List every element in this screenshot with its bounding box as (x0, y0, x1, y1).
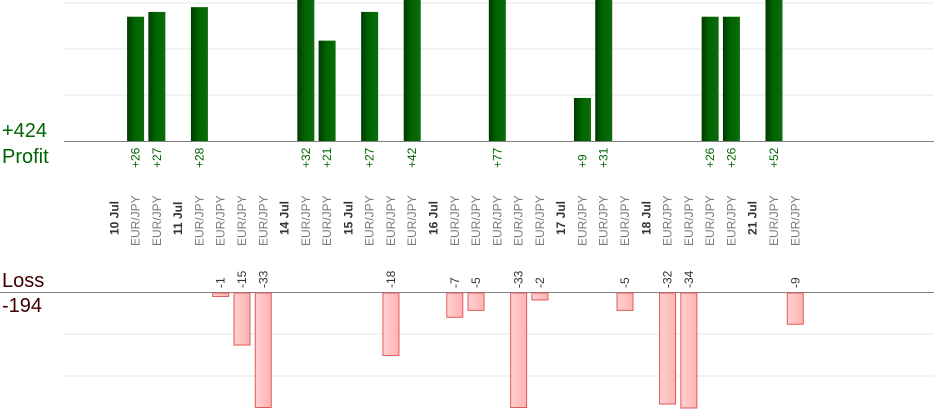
day-label: 10 Jul (107, 201, 121, 235)
loss-bar (446, 292, 464, 318)
profit-bar (403, 0, 421, 141)
profit-value-label: +28 (192, 147, 206, 168)
pair-label: EUR/JPY (235, 195, 249, 246)
loss-bar (382, 292, 400, 356)
profit-value-label: +27 (363, 147, 377, 168)
loss-value-label: -34 (682, 270, 696, 288)
pair-label: EUR/JPY (448, 195, 462, 246)
profit-value-label: +32 (299, 147, 313, 168)
profit-value-label: +26 (129, 147, 143, 168)
pair-label: EUR/JPY (490, 195, 504, 246)
profit-label: Profit (2, 146, 49, 168)
loss-value-label: -32 (661, 270, 675, 288)
pair-label: EUR/JPY (618, 195, 632, 246)
pair-label: EUR/JPY (150, 195, 164, 246)
pair-label: EUR/JPY (299, 195, 313, 246)
pair-label: EUR/JPY (256, 195, 270, 246)
profit-bar (361, 11, 379, 141)
loss-value-label: -33 (256, 270, 270, 288)
profit-bar (722, 16, 740, 141)
pair-label: EUR/JPY (512, 195, 526, 246)
bars (127, 0, 804, 409)
pair-label: EUR/JPY (192, 195, 206, 246)
profit-value-label: +9 (575, 154, 589, 168)
loss-bar (531, 292, 549, 301)
loss-bar (510, 292, 528, 409)
loss-value-label: -33 (512, 270, 526, 288)
loss-bar (659, 292, 677, 405)
loss-value-label: -1 (214, 277, 228, 288)
pair-label: EUR/JPY (533, 195, 547, 246)
loss-value-label: -7 (448, 277, 462, 288)
pair-label: EUR/JPY (214, 195, 228, 246)
day-label: 15 Jul (341, 201, 355, 235)
loss-value-label: -2 (533, 277, 547, 288)
profit-value-label: +42 (405, 147, 419, 168)
pair-label: EUR/JPY (597, 195, 611, 246)
total-profit-value: +424 (2, 120, 47, 142)
pair-label: EUR/JPY (703, 195, 717, 246)
profit-value-label: +52 (767, 147, 781, 168)
total-loss-value: -194 (2, 295, 42, 317)
profit-value-label: +26 (724, 147, 738, 168)
profit-bar (190, 7, 208, 141)
pair-label: EUR/JPY (363, 195, 377, 246)
day-label: 18 Jul (639, 201, 653, 235)
day-label: 11 Jul (171, 202, 185, 235)
loss-bar (786, 292, 804, 325)
day-label: 17 Jul (554, 201, 568, 235)
day-label: 14 Jul (278, 201, 292, 235)
pair-label: EUR/JPY (129, 195, 143, 246)
day-label: 21 Jul (746, 201, 760, 235)
loss-bar (212, 292, 230, 297)
profit-bar (488, 0, 506, 141)
profit-value-label: +77 (490, 147, 504, 168)
pair-label: EUR/JPY (661, 195, 675, 246)
profit-value-label: +21 (320, 147, 334, 168)
labels: 10 Jul EUR/JPY +26 EUR/JPY +27 11 Jul EUR/JPY +… (107, 147, 802, 288)
profit-bar (148, 11, 166, 141)
profit-bar (765, 0, 783, 141)
loss-value-label: -5 (469, 277, 483, 288)
profit-value-label: +26 (703, 147, 717, 168)
day-label: 16 Jul (427, 201, 441, 235)
profit-bar (318, 40, 336, 142)
pair-label: EUR/JPY (788, 195, 802, 246)
pair-label: EUR/JPY (724, 195, 738, 246)
profit-bar (595, 0, 613, 141)
pair-label: EUR/JPY (405, 195, 419, 246)
profit-bar (573, 97, 591, 141)
loss-bar (680, 292, 698, 409)
pair-label: EUR/JPY (320, 195, 334, 246)
loss-bar (616, 292, 634, 311)
profit-bar (297, 0, 315, 141)
loss-bar (254, 292, 272, 409)
profit-value-label: +31 (597, 147, 611, 168)
profit-bar (127, 16, 145, 141)
pair-label: EUR/JPY (682, 195, 696, 246)
pair-label: EUR/JPY (469, 195, 483, 246)
loss-bar (233, 292, 251, 346)
pair-label: EUR/JPY (767, 195, 781, 246)
pair-label: EUR/JPY (384, 195, 398, 246)
pair-label: EUR/JPY (575, 195, 589, 246)
loss-value-label: -9 (788, 277, 802, 288)
loss-value-label: -18 (384, 270, 398, 288)
profit-value-label: +27 (150, 147, 164, 168)
profit-bar (701, 16, 719, 141)
loss-bar (467, 292, 485, 311)
loss-label: Loss (2, 270, 44, 292)
loss-value-label: -15 (235, 270, 249, 288)
loss-value-label: -5 (618, 277, 632, 288)
